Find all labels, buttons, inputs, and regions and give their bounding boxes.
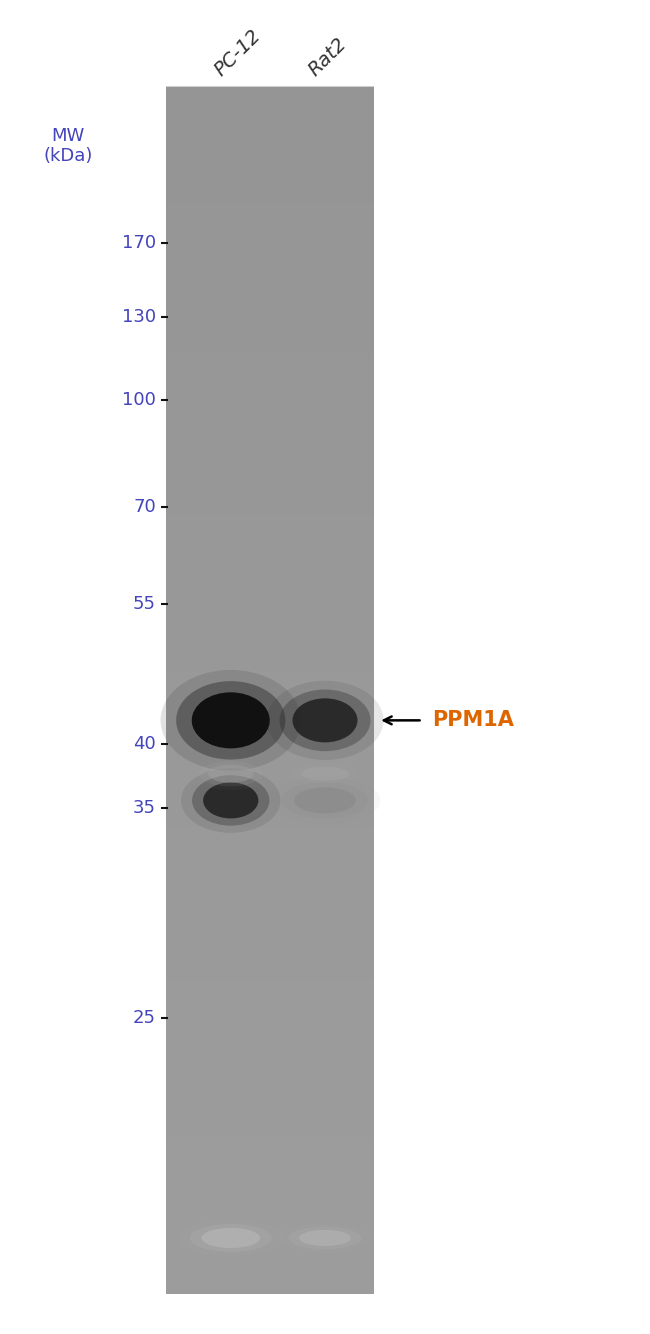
Ellipse shape — [281, 782, 368, 819]
Ellipse shape — [203, 782, 259, 818]
Ellipse shape — [202, 1227, 260, 1249]
Ellipse shape — [176, 682, 285, 759]
Text: 35: 35 — [133, 799, 156, 818]
Text: PC-12: PC-12 — [211, 27, 265, 80]
Text: MW
(kDa): MW (kDa) — [44, 127, 93, 165]
Text: 55: 55 — [133, 595, 156, 614]
Ellipse shape — [299, 1230, 351, 1246]
Ellipse shape — [192, 775, 270, 826]
Text: 40: 40 — [133, 735, 156, 754]
Text: 170: 170 — [122, 233, 156, 252]
Ellipse shape — [181, 768, 281, 832]
Ellipse shape — [208, 764, 254, 783]
Text: Rat2: Rat2 — [305, 35, 350, 80]
Ellipse shape — [292, 699, 358, 742]
Bar — [166, 87, 374, 1294]
Ellipse shape — [291, 764, 359, 783]
Ellipse shape — [192, 692, 270, 748]
Ellipse shape — [280, 690, 370, 751]
Text: 130: 130 — [122, 308, 156, 327]
Text: 100: 100 — [122, 391, 156, 410]
Ellipse shape — [266, 680, 384, 760]
Text: 70: 70 — [133, 498, 156, 516]
Ellipse shape — [269, 776, 381, 824]
Ellipse shape — [199, 762, 263, 786]
Ellipse shape — [190, 1225, 272, 1251]
Ellipse shape — [300, 767, 350, 780]
Ellipse shape — [294, 787, 356, 814]
Text: 25: 25 — [133, 1009, 156, 1027]
Ellipse shape — [161, 670, 301, 771]
Ellipse shape — [289, 1227, 361, 1249]
Ellipse shape — [178, 1219, 283, 1257]
Text: PPM1A: PPM1A — [432, 711, 514, 730]
